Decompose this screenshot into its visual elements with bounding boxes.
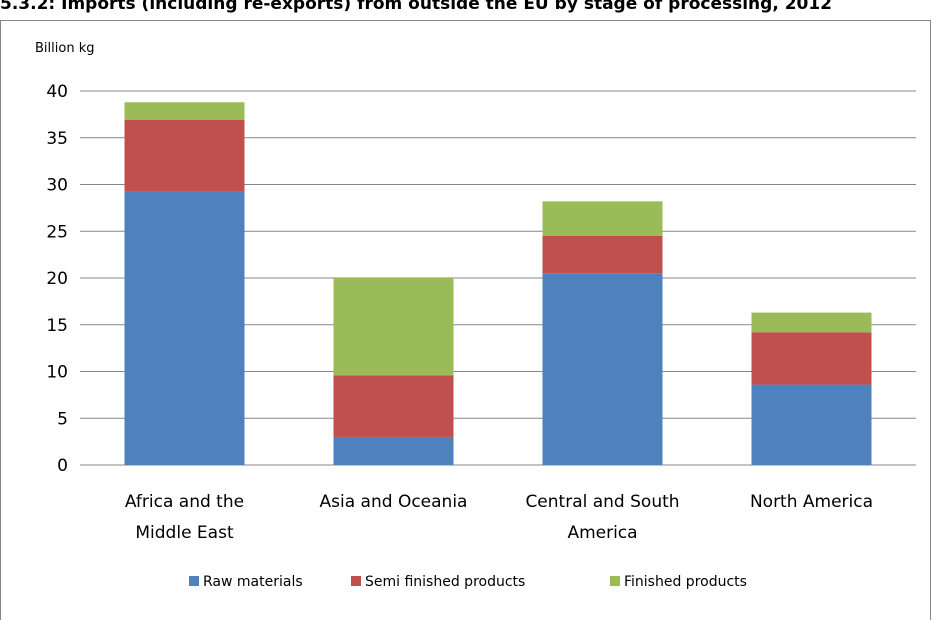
y-tick-labels: 0 5 10 15 20 25 30 35 40: [46, 82, 68, 476]
legend-swatch-1: [351, 576, 361, 586]
bar-2-finished-products: [542, 201, 663, 236]
x-category-2: Central and South America: [525, 492, 679, 543]
y-tick-30: 30: [46, 176, 68, 196]
page-title: 5.3.2: Imports (including re-exports) fr…: [0, 0, 833, 14]
legend-label-2: Finished products: [624, 574, 747, 590]
bars: [124, 102, 872, 466]
bar-0-raw-materials: [124, 191, 245, 466]
bar-2-raw-materials: [542, 273, 663, 465]
y-tick-15: 15: [46, 316, 68, 336]
bar-3-raw-materials: [751, 384, 872, 465]
bar-3-finished-products: [751, 312, 872, 333]
legend: Raw materials Semi finished products Finis…: [189, 574, 747, 590]
x-category-3: North America: [750, 492, 873, 512]
bar-1-finished-products: [333, 278, 454, 376]
y-tick-5: 5: [57, 409, 68, 429]
bar-1-semi-finished-products: [333, 375, 454, 437]
y-axis-label: Billion kg: [35, 41, 94, 56]
y-tick-0: 0: [57, 456, 68, 476]
x-category-1: Asia and Oceania: [320, 492, 468, 512]
legend-label-0: Raw materials: [203, 574, 303, 590]
y-tick-10: 10: [46, 363, 68, 383]
y-tick-20: 20: [46, 269, 68, 289]
y-tick-35: 35: [46, 129, 68, 149]
bar-3-semi-finished-products: [751, 332, 872, 385]
legend-label-1: Semi finished products: [365, 574, 525, 590]
y-tick-40: 40: [46, 82, 68, 102]
bar-0-finished-products: [124, 102, 245, 120]
bar-0-semi-finished-products: [124, 119, 245, 192]
chart-frame: [0, 20, 931, 620]
x-category-0: Africa and the Middle East: [125, 492, 244, 543]
bar-2-semi-finished-products: [542, 235, 663, 274]
legend-swatch-0: [189, 576, 199, 586]
x-category-labels: Africa and the Middle East Asia and Oceani…: [125, 492, 873, 543]
legend-swatch-2: [610, 576, 620, 586]
bar-1-raw-materials: [333, 436, 454, 465]
y-tick-25: 25: [46, 222, 68, 242]
